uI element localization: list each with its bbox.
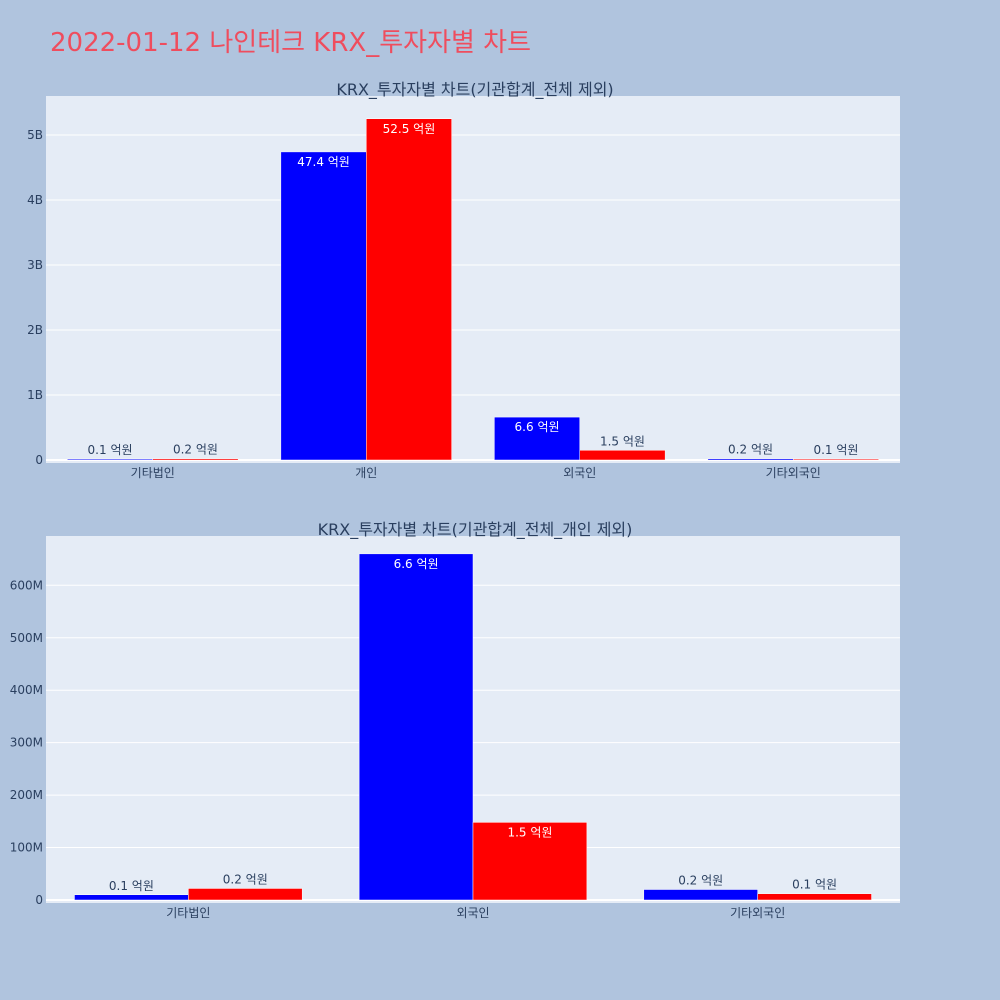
data-label: 1.5 억원 [600,434,645,448]
x-tick-label: 외국인 [563,466,596,480]
data-label: 6.6 억원 [394,557,439,571]
bar [366,118,452,461]
data-label: 0.1 억원 [88,443,133,457]
x-tick-label: 기타법인 [131,466,175,480]
y-tick-label: 2B [27,323,43,337]
bar [188,888,303,901]
y-tick-label: 5B [27,128,43,142]
chart-title: KRX_투자자별 차트(기관합계_전체 제외) [336,80,613,100]
chart-title: KRX_투자자별 차트(기관합계_전체_개인 제외) [318,520,633,540]
data-label: 1.5 억원 [507,825,552,839]
y-tick-label: 200M [10,788,43,802]
bar [757,893,872,901]
bar [74,894,189,901]
y-tick-label: 300M [10,736,43,750]
data-label: 0.2 억원 [173,443,218,457]
data-label: 0.2 억원 [678,874,723,888]
y-tick-label: 500M [10,631,43,645]
y-tick-label: 100M [10,841,43,855]
bar [280,151,367,461]
bar [472,822,588,901]
y-tick-label: 1B [27,388,43,402]
chart-2: 0 100M 200M 300M 400M 500M 600M KRX_투자자별 차트(기관합… [10,520,900,920]
x-tick-label: 외국인 [456,906,489,920]
data-label: 0.2 억원 [728,443,773,457]
bar [643,889,758,901]
data-label: 0.2 억원 [223,872,268,886]
y-tick-label: 0 [35,453,43,467]
data-label: 0.1 억원 [109,879,154,893]
y-tick-label: 400M [10,683,43,697]
bar [67,458,153,461]
y-tick-label: 600M [10,578,43,592]
bar [494,416,581,461]
data-label: 0.1 억원 [813,443,858,457]
plot-area [46,96,900,463]
x-tick-label: 개인 [355,466,377,480]
bar [579,450,666,461]
chart-1: 0 1B 2B 3B 4B 5B KRX_투자자별 차트(기관합계_전체 제외) 기타법인 0.… [27,80,900,480]
bar [152,458,239,461]
bar [358,553,474,901]
data-label: 47.4 억원 [297,155,350,169]
data-label: 6.6 억원 [515,420,560,434]
bar [793,458,879,461]
data-label: 52.5 억원 [383,122,436,136]
x-tick-label: 기타외국인 [766,466,821,480]
y-tick-label: 4B [27,193,43,207]
y-tick-label: 3B [27,258,43,272]
y-tick-label: 0 [35,893,43,907]
x-tick-label: 기타외국인 [730,906,785,920]
data-label: 0.1 억원 [792,878,837,892]
bar [707,458,794,461]
page-title: 2022-01-12 나인테크 KRX_투자자별 차트 [50,28,532,58]
x-tick-label: 기타법인 [166,906,210,920]
